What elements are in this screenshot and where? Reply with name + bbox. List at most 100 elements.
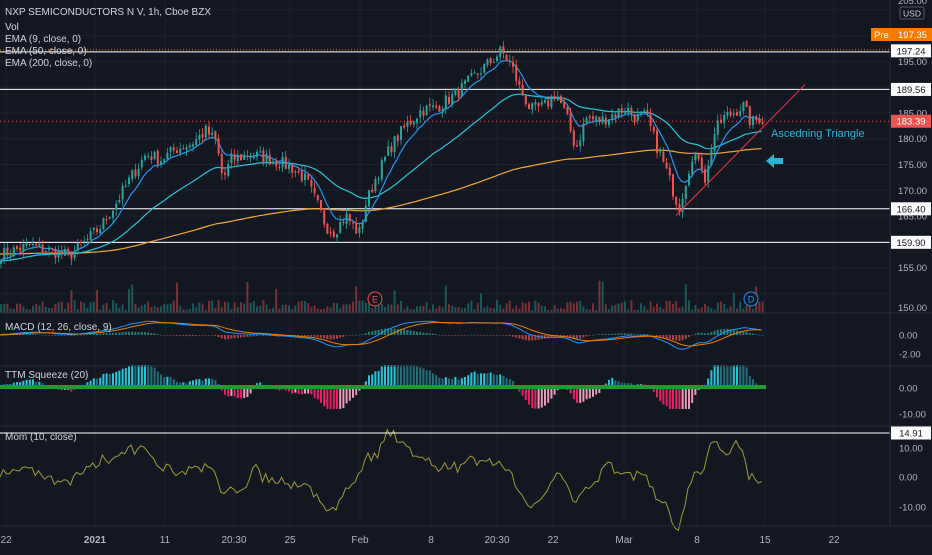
candle-body[interactable]: [636, 113, 639, 121]
candle-body[interactable]: [259, 151, 262, 153]
candle-body[interactable]: [470, 73, 473, 76]
candle-body[interactable]: [38, 243, 41, 247]
candle-body[interactable]: [364, 205, 367, 222]
candle-body[interactable]: [316, 194, 319, 201]
candle-body[interactable]: [681, 198, 684, 212]
candle-body[interactable]: [614, 114, 617, 118]
candle-body[interactable]: [224, 172, 226, 175]
candle-body[interactable]: [441, 108, 444, 114]
candle-body[interactable]: [512, 61, 514, 67]
candle-body[interactable]: [649, 114, 652, 127]
candle-body[interactable]: [105, 219, 108, 221]
annotation-text[interactable]: Ascedning Triangle: [771, 128, 865, 140]
candle-body[interactable]: [492, 62, 495, 64]
candle-body[interactable]: [572, 130, 575, 146]
candle-body[interactable]: [73, 250, 76, 258]
candle-body[interactable]: [153, 151, 156, 159]
candle-body[interactable]: [188, 145, 191, 148]
candle-body[interactable]: [752, 116, 754, 126]
candle-body[interactable]: [44, 250, 47, 252]
candle-body[interactable]: [665, 162, 668, 169]
ttm-squeeze-pane[interactable]: [0, 365, 766, 409]
candle-body[interactable]: [742, 101, 745, 112]
candle-body[interactable]: [240, 154, 242, 161]
candle-body[interactable]: [294, 171, 297, 173]
candle-body[interactable]: [201, 133, 204, 138]
candle-body[interactable]: [70, 251, 73, 259]
candle-body[interactable]: [588, 116, 591, 118]
candle-body[interactable]: [262, 150, 265, 163]
candle-body[interactable]: [275, 161, 278, 166]
candle-body[interactable]: [668, 167, 671, 176]
candle-body[interactable]: [476, 73, 479, 75]
candle-body[interactable]: [80, 241, 82, 244]
candle-body[interactable]: [252, 156, 255, 159]
candle-body[interactable]: [454, 88, 457, 95]
candle-body[interactable]: [595, 116, 598, 121]
candle-body[interactable]: [428, 104, 431, 107]
candle-body[interactable]: [448, 96, 450, 104]
candle-body[interactable]: [691, 161, 694, 175]
candle-body[interactable]: [300, 171, 303, 182]
candle-body[interactable]: [384, 156, 386, 161]
candle-body[interactable]: [697, 154, 700, 159]
candle-body[interactable]: [272, 161, 274, 164]
candle-body[interactable]: [505, 54, 508, 61]
candle-body[interactable]: [489, 58, 492, 64]
candle-body[interactable]: [624, 111, 626, 114]
candle-body[interactable]: [256, 151, 258, 157]
candle-body[interactable]: [198, 135, 201, 140]
candle-body[interactable]: [342, 222, 345, 224]
candle-body[interactable]: [278, 167, 281, 169]
candle-body[interactable]: [627, 107, 630, 113]
candle-body[interactable]: [169, 147, 172, 152]
candle-body[interactable]: [643, 110, 646, 112]
candle-body[interactable]: [758, 119, 761, 124]
candle-body[interactable]: [172, 147, 175, 151]
candle-body[interactable]: [531, 103, 534, 110]
candle-body[interactable]: [336, 234, 338, 238]
candle-body[interactable]: [217, 138, 220, 154]
candle-body[interactable]: [137, 168, 140, 177]
macd-pane[interactable]: [0, 320, 764, 350]
candle-body[interactable]: [185, 147, 188, 150]
candle-body[interactable]: [460, 83, 463, 97]
candle-body[interactable]: [64, 248, 66, 256]
candle-body[interactable]: [473, 72, 476, 74]
candle-body[interactable]: [688, 173, 690, 186]
candle-body[interactable]: [112, 210, 114, 218]
candle-body[interactable]: [608, 119, 610, 126]
candle-body[interactable]: [182, 148, 185, 150]
candle-body[interactable]: [435, 105, 438, 108]
candle-body[interactable]: [102, 218, 105, 230]
event-marker-D[interactable]: [743, 291, 759, 307]
candle-body[interactable]: [144, 155, 146, 160]
candle-body[interactable]: [556, 96, 559, 101]
candle-body[interactable]: [163, 159, 166, 162]
candle-body[interactable]: [390, 146, 393, 153]
candle-body[interactable]: [118, 200, 121, 203]
candle-body[interactable]: [739, 110, 742, 116]
candle-body[interactable]: [550, 96, 553, 108]
candle-body[interactable]: [601, 116, 604, 124]
candle-body[interactable]: [755, 116, 758, 120]
candle-body[interactable]: [736, 112, 738, 116]
candle-body[interactable]: [166, 152, 169, 160]
candle-body[interactable]: [748, 105, 751, 126]
candle-body[interactable]: [6, 247, 9, 256]
candle-body[interactable]: [675, 197, 678, 205]
candle-body[interactable]: [291, 165, 294, 173]
candle-body[interactable]: [393, 136, 396, 152]
triangle-drawing[interactable]: Ascedning Triangle E D: [367, 84, 865, 307]
candle-body[interactable]: [656, 130, 658, 153]
candle-body[interactable]: [25, 242, 28, 246]
candle-body[interactable]: [508, 60, 511, 62]
candle-body[interactable]: [249, 156, 252, 159]
candle-body[interactable]: [604, 117, 607, 125]
candle-body[interactable]: [486, 59, 489, 66]
candle-body[interactable]: [86, 238, 89, 240]
candle-body[interactable]: [339, 221, 342, 233]
candle-body[interactable]: [652, 127, 655, 132]
